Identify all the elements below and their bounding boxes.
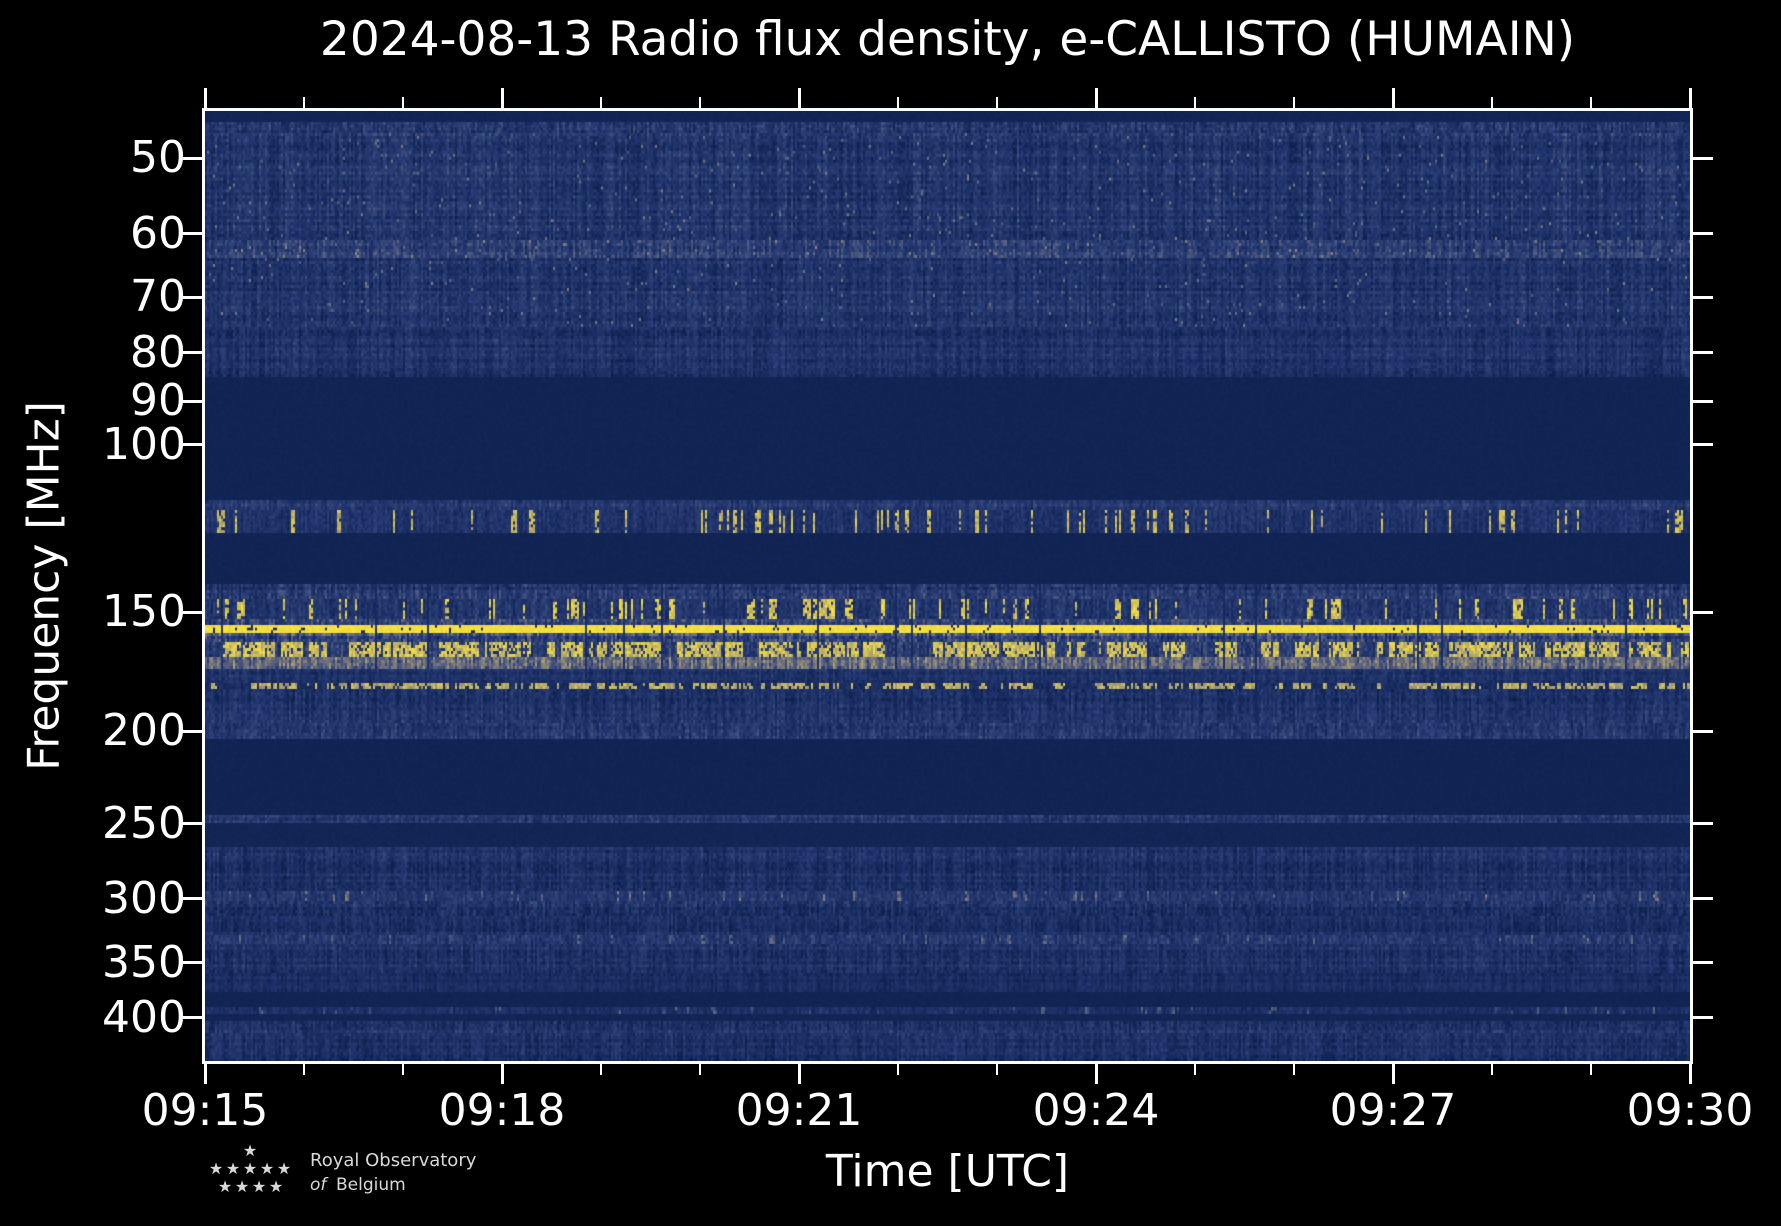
- y-major-tick: [182, 443, 202, 447]
- y-tick-label: 50: [130, 132, 186, 184]
- x-minor-tick-top: [699, 97, 701, 108]
- y-major-tick: [182, 610, 202, 614]
- x-tick-label: 09:15: [141, 1085, 269, 1136]
- x-minor-tick: [1293, 1064, 1295, 1075]
- y-major-tick-right: [1693, 961, 1713, 965]
- x-minor-tick: [897, 1064, 899, 1075]
- x-major-tick: [500, 1064, 504, 1084]
- y-major-tick: [182, 351, 202, 355]
- svg-text:★: ★: [226, 1159, 240, 1178]
- y-major-tick: [182, 897, 202, 901]
- y-major-tick-right: [1693, 443, 1713, 447]
- x-tick-label: 09:30: [1626, 1085, 1754, 1136]
- y-tick-label: 250: [102, 797, 186, 849]
- logo-text-belgium: Belgium: [336, 1175, 406, 1195]
- x-major-tick-top: [1391, 88, 1395, 108]
- svg-text:★: ★: [235, 1177, 249, 1196]
- y-tick-label: 350: [102, 936, 186, 988]
- x-minor-tick-top: [897, 97, 899, 108]
- royal-observatory-logo: ★ ★ ★ ★ ★ ★ ★ ★ ★ ★ Royal Observatory of Belgiu…: [209, 1141, 477, 1196]
- svg-text:★: ★: [218, 1177, 232, 1196]
- svg-text:★: ★: [277, 1159, 291, 1178]
- x-minor-tick: [303, 1064, 305, 1075]
- svg-text:★: ★: [252, 1177, 266, 1196]
- x-minor-tick: [1194, 1064, 1196, 1075]
- y-tick-label: 70: [130, 271, 186, 323]
- y-major-tick-right: [1693, 351, 1713, 355]
- y-tick-label: 60: [130, 207, 186, 259]
- plot-frame: [202, 108, 1693, 1064]
- x-minor-tick: [402, 1064, 404, 1075]
- y-tick-label: 400: [102, 991, 186, 1043]
- y-major-tick-right: [1693, 1016, 1713, 1020]
- y-major-tick-right: [1693, 156, 1713, 160]
- y-major-tick-right: [1693, 399, 1713, 403]
- svg-text:★: ★: [209, 1159, 223, 1178]
- y-tick-label: 200: [102, 705, 186, 757]
- spectrogram-heatmap: [205, 111, 1690, 1061]
- x-major-tick: [1391, 1064, 1395, 1084]
- x-major-tick: [797, 1064, 801, 1084]
- y-major-tick-right: [1693, 232, 1713, 236]
- x-minor-tick: [600, 1064, 602, 1075]
- x-minor-tick-top: [303, 97, 305, 108]
- y-major-tick-right: [1693, 610, 1713, 614]
- logo-text-line1: Royal Observatory: [310, 1150, 477, 1171]
- y-axis-label: Frequency [MHz]: [18, 401, 70, 771]
- y-tick-label: 80: [130, 326, 186, 378]
- x-major-tick: [1688, 1064, 1692, 1084]
- y-tick-label: 100: [102, 418, 186, 470]
- x-minor-tick: [1590, 1064, 1592, 1075]
- y-major-tick: [182, 1016, 202, 1020]
- x-major-tick-top: [1688, 88, 1692, 108]
- y-major-tick: [182, 156, 202, 160]
- y-major-tick-right: [1693, 729, 1713, 733]
- x-minor-tick-top: [1491, 97, 1493, 108]
- y-tick-label: 90: [130, 375, 186, 427]
- logo-stars: ★ ★ ★ ★ ★ ★ ★ ★ ★ ★: [209, 1141, 291, 1196]
- y-major-tick: [182, 961, 202, 965]
- x-tick-label: 09:27: [1329, 1085, 1457, 1136]
- y-major-tick: [182, 399, 202, 403]
- x-tick-label: 09:24: [1032, 1085, 1160, 1136]
- x-tick-label: 09:18: [438, 1085, 566, 1136]
- y-major-tick: [182, 295, 202, 299]
- x-major-tick-top: [500, 88, 504, 108]
- x-axis-label: Time [UTC]: [825, 1146, 1070, 1197]
- x-major-tick-top: [203, 88, 207, 108]
- x-major-tick-top: [1094, 88, 1098, 108]
- x-minor-tick-top: [1590, 97, 1592, 108]
- logo-text-of: of: [310, 1175, 329, 1195]
- x-tick-label: 09:21: [735, 1085, 863, 1136]
- x-major-tick: [203, 1064, 207, 1084]
- y-major-tick-right: [1693, 897, 1713, 901]
- x-minor-tick: [699, 1064, 701, 1075]
- y-major-tick: [182, 232, 202, 236]
- chart-title: 2024-08-13 Radio flux density, e-CALLIST…: [319, 12, 1576, 67]
- y-tick-label: 150: [102, 586, 186, 638]
- svg-text:★: ★: [243, 1159, 257, 1178]
- x-major-tick-top: [797, 88, 801, 108]
- x-minor-tick: [1491, 1064, 1493, 1075]
- y-major-tick-right: [1693, 822, 1713, 826]
- svg-text:★: ★: [243, 1141, 257, 1160]
- svg-text:★: ★: [260, 1159, 274, 1178]
- x-minor-tick: [996, 1064, 998, 1075]
- x-minor-tick-top: [1194, 97, 1196, 108]
- y-tick-label: 300: [102, 872, 186, 924]
- x-minor-tick-top: [600, 97, 602, 108]
- x-minor-tick-top: [402, 97, 404, 108]
- x-major-tick: [1094, 1064, 1098, 1084]
- x-minor-tick-top: [1293, 97, 1295, 108]
- x-minor-tick-top: [996, 97, 998, 108]
- y-major-tick-right: [1693, 295, 1713, 299]
- svg-text:★: ★: [269, 1177, 283, 1196]
- y-major-tick: [182, 822, 202, 826]
- y-major-tick: [182, 729, 202, 733]
